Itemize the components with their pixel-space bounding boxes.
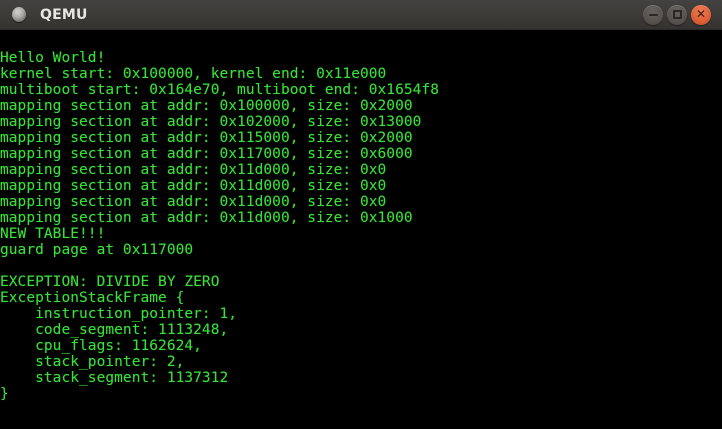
console-line: code_segment: 1113248, <box>0 322 229 338</box>
console-line: mapping section at addr: 0x11d000, size:… <box>0 162 387 178</box>
window-titlebar[interactable]: QEMU ✕ <box>0 0 722 30</box>
console-line: NEW TABLE!!! <box>0 226 106 242</box>
console-output: Hello World! kernel start: 0x100000, kern… <box>0 50 722 402</box>
console-line: stack_pointer: 2, <box>0 354 185 370</box>
console-line: mapping section at addr: 0x100000, size:… <box>0 98 413 114</box>
console-line <box>0 258 722 274</box>
maximize-icon <box>672 10 682 19</box>
console-line: mapping section at addr: 0x11d000, size:… <box>0 178 387 194</box>
console-line: mapping section at addr: 0x11d000, size:… <box>0 210 413 226</box>
console-line: multiboot start: 0x164e70, multiboot end… <box>0 82 439 98</box>
console-line: cpu_flags: 1162624, <box>0 338 202 354</box>
close-button[interactable]: ✕ <box>691 4 711 25</box>
console-line: instruction_pointer: 1, <box>0 306 238 322</box>
console-line: EXCEPTION: DIVIDE BY ZERO <box>0 274 220 290</box>
close-icon: ✕ <box>695 7 707 21</box>
console-line: ExceptionStackFrame { <box>0 290 185 306</box>
console-line: stack_segment: 1137312 <box>0 370 229 386</box>
qemu-app-icon <box>12 7 26 22</box>
qemu-console-screen[interactable]: Hello World! kernel start: 0x100000, kern… <box>0 30 722 429</box>
console-line: mapping section at addr: 0x102000, size:… <box>0 114 422 130</box>
maximize-button[interactable] <box>667 4 687 25</box>
console-line: guard page at 0x117000 <box>0 242 194 258</box>
console-line: mapping section at addr: 0x117000, size:… <box>0 146 413 162</box>
console-line: Hello World! <box>0 50 106 66</box>
console-line: mapping section at addr: 0x115000, size:… <box>0 130 413 146</box>
console-line: } <box>0 386 9 402</box>
minimize-icon <box>648 13 658 16</box>
window-title: QEMU <box>40 6 88 23</box>
window-controls: ✕ <box>643 4 711 25</box>
minimize-button[interactable] <box>643 4 663 25</box>
console-line: kernel start: 0x100000, kernel end: 0x11… <box>0 66 387 82</box>
console-line: mapping section at addr: 0x11d000, size:… <box>0 194 387 210</box>
